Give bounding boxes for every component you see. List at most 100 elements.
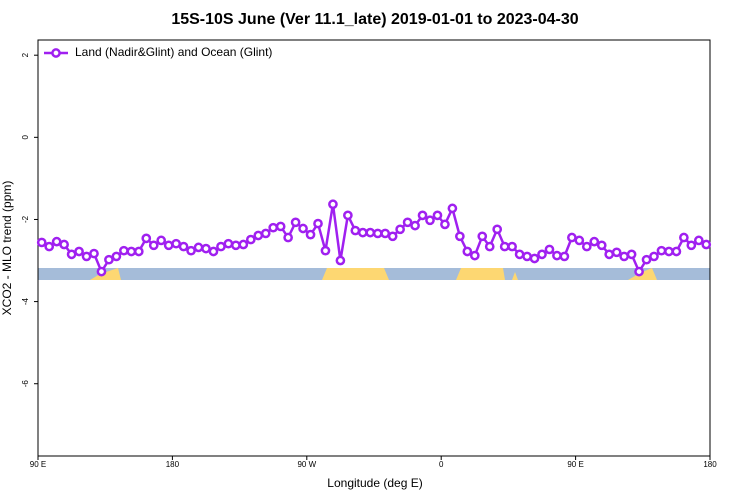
- point: [596, 240, 607, 251]
- point: [484, 241, 495, 252]
- legend-label: Land (Nadir&Glint) and Ocean (Glint): [75, 45, 272, 59]
- point: [552, 250, 562, 261]
- point: [343, 210, 353, 221]
- point: [260, 228, 271, 239]
- point: [96, 266, 107, 277]
- point: [514, 249, 525, 260]
- point: [133, 246, 144, 257]
- point: [641, 254, 652, 265]
- point: [387, 231, 398, 242]
- point: [522, 251, 532, 262]
- point: [693, 235, 704, 246]
- point: [201, 243, 211, 254]
- series-line: [41, 204, 707, 275]
- point: [544, 244, 555, 255]
- point: [253, 230, 264, 241]
- point: [141, 233, 152, 244]
- point: [447, 203, 458, 214]
- point: [440, 219, 450, 230]
- x-axis-label: Longitude (deg E): [327, 476, 422, 490]
- point: [626, 249, 637, 260]
- point: [671, 246, 682, 257]
- chart-title: 15S-10S June (Ver 11.1_late) 2019-01-01 …: [171, 11, 578, 28]
- y-tick-label: -2: [21, 215, 30, 223]
- point: [111, 251, 122, 262]
- point: [208, 246, 219, 257]
- y-tick-label: -4: [21, 297, 30, 305]
- point: [59, 239, 69, 250]
- point: [462, 246, 473, 257]
- point: [36, 237, 47, 248]
- y-tick-label: 2: [21, 52, 30, 57]
- point: [335, 255, 346, 266]
- point: [581, 241, 592, 252]
- point: [664, 246, 674, 257]
- point: [559, 251, 570, 262]
- plot-frame: [37, 39, 711, 457]
- point: [425, 215, 435, 226]
- point: [89, 248, 99, 259]
- point: [357, 227, 368, 238]
- point: [507, 241, 517, 252]
- point: [231, 240, 241, 251]
- point: [574, 235, 585, 246]
- point: [104, 254, 114, 265]
- x-tick-label: 180: [703, 460, 717, 469]
- point: [477, 231, 488, 242]
- point: [455, 231, 465, 242]
- point: [537, 249, 547, 260]
- point: [74, 246, 84, 257]
- point: [634, 266, 644, 277]
- point: [432, 210, 443, 221]
- point: [313, 218, 323, 229]
- point: [372, 228, 383, 239]
- point: [499, 241, 510, 252]
- point: [275, 221, 286, 232]
- point: [223, 238, 234, 249]
- point: [402, 217, 413, 228]
- x-tick-label: 90 E: [567, 460, 583, 469]
- point: [320, 245, 331, 256]
- point: [245, 234, 256, 245]
- point: [298, 223, 308, 234]
- point: [380, 228, 391, 239]
- point: [193, 242, 204, 253]
- point: [148, 240, 159, 251]
- point: [171, 238, 181, 249]
- point: [283, 232, 293, 243]
- point: [178, 241, 189, 252]
- point: [328, 199, 338, 210]
- point: [701, 239, 712, 250]
- point: [567, 232, 577, 243]
- point: [81, 251, 92, 262]
- point: [119, 245, 129, 256]
- point: [216, 241, 226, 252]
- point: [51, 236, 62, 247]
- point: [290, 217, 301, 228]
- x-tick-label: 90 W: [297, 460, 316, 469]
- point: [268, 222, 279, 233]
- point: [238, 239, 249, 250]
- point: [469, 250, 480, 261]
- point: [44, 241, 55, 252]
- point: [611, 247, 622, 258]
- point: [410, 220, 420, 231]
- y-tick-label: 0: [21, 135, 30, 140]
- point: [305, 229, 316, 240]
- legend-marker: [51, 48, 61, 58]
- x-tick-label: 180: [166, 460, 180, 469]
- point: [656, 245, 667, 256]
- point: [417, 210, 428, 221]
- point: [492, 224, 503, 235]
- point: [619, 251, 629, 262]
- point: [395, 224, 405, 235]
- point: [679, 232, 689, 243]
- point: [649, 251, 659, 262]
- y-tick-label: -6: [21, 380, 30, 388]
- point: [126, 246, 137, 257]
- point: [156, 235, 167, 246]
- point: [686, 240, 697, 251]
- point: [350, 225, 361, 236]
- land-mask: [38, 268, 710, 280]
